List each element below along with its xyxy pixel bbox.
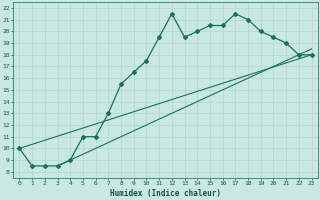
- X-axis label: Humidex (Indice chaleur): Humidex (Indice chaleur): [110, 189, 221, 198]
